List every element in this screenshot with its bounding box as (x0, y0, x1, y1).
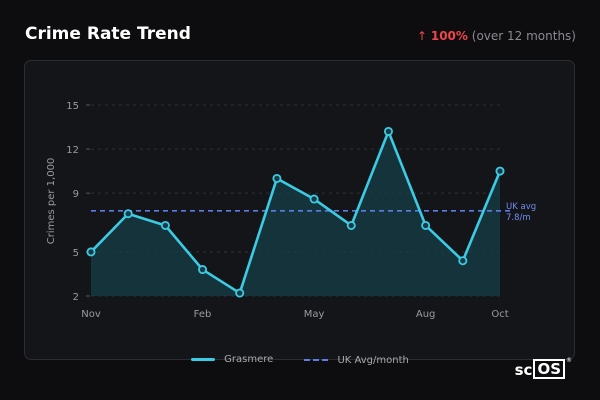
series-line-grasmere (90, 130, 502, 295)
data-point (123, 209, 133, 219)
data-point (86, 247, 96, 257)
y-tick-label: 12 (66, 145, 79, 156)
data-point (346, 220, 356, 230)
data-point (495, 166, 505, 176)
legend-solid-swatch (191, 358, 216, 361)
x-tick-label: Aug (416, 309, 436, 320)
trend-summary: ↑ 100% (over 12 months) (417, 29, 576, 43)
legend-item-uk-avg[interactable]: UK Avg/month (304, 354, 409, 366)
x-tick-label: Oct (491, 309, 508, 320)
y-tick-label: 2 (73, 292, 79, 303)
legend-label-uk-avg: UK Avg/month (337, 354, 409, 366)
legend-item-grasmere[interactable]: Grasmere (191, 354, 273, 365)
data-point (309, 194, 319, 204)
trend-value: 100% (430, 29, 468, 43)
page-title: Crime Rate Trend (25, 24, 191, 44)
uk-avg-value-label: 7.8/m (506, 213, 531, 223)
y-tick-label: 5 (73, 248, 79, 259)
data-point (383, 126, 393, 136)
uk-avg-label: UK avg (506, 202, 536, 212)
x-tick-label: May (304, 309, 325, 320)
chart-legend: Grasmere UK Avg/month (0, 353, 600, 366)
data-point (458, 256, 468, 266)
series-area-fill (91, 131, 500, 296)
data-point (198, 265, 208, 275)
data-point (272, 173, 282, 183)
logo-boxed-text: OS (533, 359, 565, 379)
logo-text: sc (514, 361, 533, 379)
data-point (160, 220, 170, 230)
y-axis-label: Crimes per 1,000 (46, 158, 57, 245)
legend-label-grasmere: Grasmere (224, 354, 274, 365)
y-tick-label: 9 (73, 189, 79, 200)
scos-logo: sc OS ® (515, 357, 572, 379)
legend-dashed-swatch (304, 359, 329, 361)
registered-mark: ® (566, 357, 572, 364)
data-point (421, 220, 431, 230)
x-tick-label: Nov (81, 309, 101, 320)
y-tick-label: 15 (66, 101, 79, 112)
data-point (235, 288, 245, 298)
x-tick-label: Feb (194, 309, 212, 320)
trend-note: (over 12 months) (471, 29, 576, 43)
trend-up-icon: ↑ (416, 29, 428, 43)
